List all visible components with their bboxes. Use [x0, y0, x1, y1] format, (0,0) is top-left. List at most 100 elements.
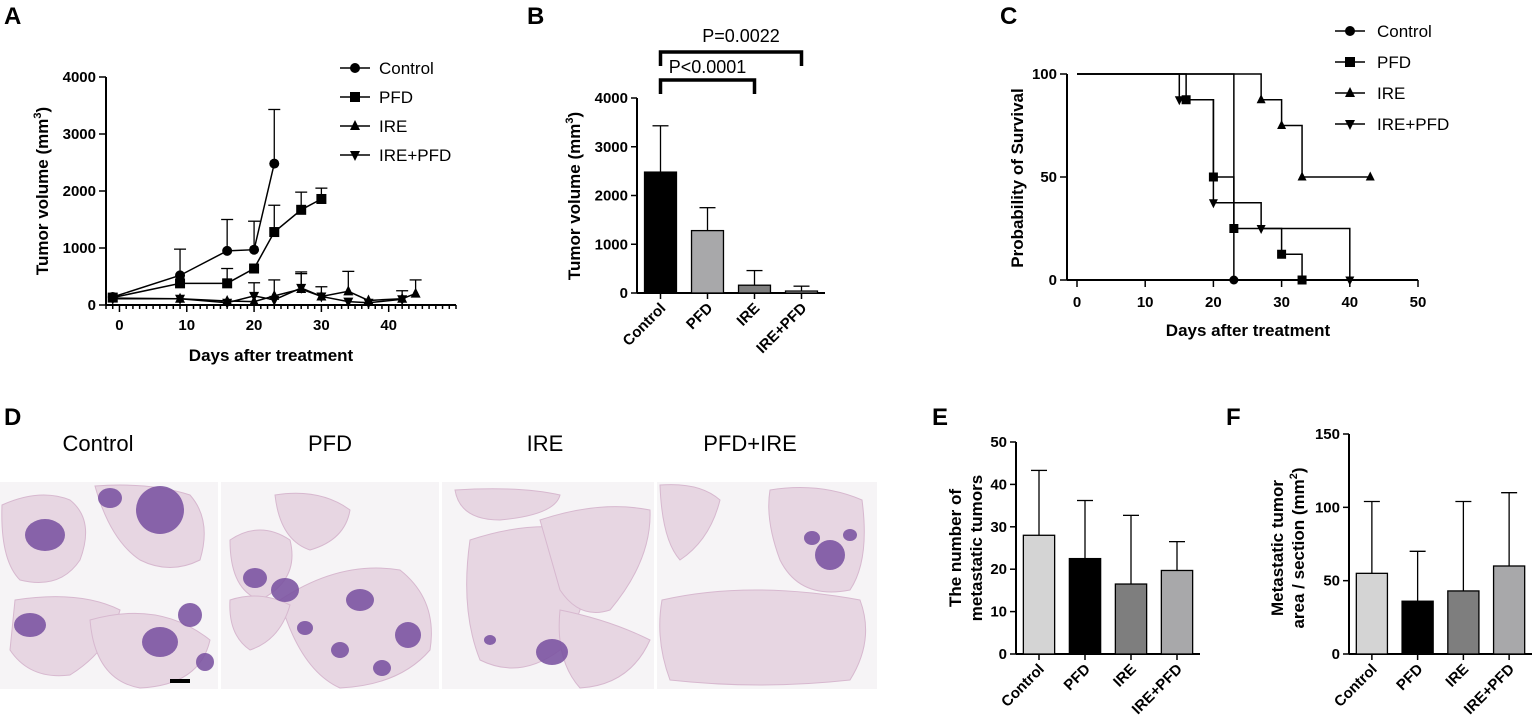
tumor-nodule: [178, 603, 202, 627]
y-tick-label: 50: [1323, 573, 1340, 590]
legend-marker: [350, 120, 360, 130]
y-tick-label: 4000: [63, 69, 96, 86]
lung-lobe: [279, 567, 432, 689]
data-point: [316, 292, 327, 303]
x-tick-label: Control: [1331, 661, 1381, 711]
data-point: [249, 244, 260, 255]
panel-a-tumor-growth-chart: A 0 10 20 30 40 0 1000 2000 3000 4000 Days after tr…: [4, 3, 457, 365]
legend-label: Control: [1377, 22, 1432, 41]
censor-marker: [1208, 199, 1218, 209]
y-tick-label: 30: [990, 519, 1007, 536]
panel-d-histology-images: D Control PFD IRE PFD+IRE: [0, 404, 877, 689]
y-tick-label: 0: [620, 285, 628, 302]
legend: Control PFD IRE IRE+PFD: [1335, 22, 1449, 134]
image-title: PFD+IRE: [703, 431, 797, 456]
bracket-line: [658, 50, 804, 66]
y-tick-label: 3000: [63, 126, 96, 143]
series-pfd: [1077, 73, 1307, 285]
panel-letter-e: E: [932, 404, 948, 431]
censor-marker: [1229, 275, 1239, 285]
significance-bracket-ire-pfd: P=0.0022: [658, 26, 804, 66]
tumor-nodule: [142, 627, 178, 657]
data-point: [222, 278, 233, 289]
censor-marker: [1174, 96, 1184, 106]
legend-marker: [350, 151, 360, 161]
data-point: [175, 270, 186, 281]
data-point: [397, 295, 408, 306]
y-tick-label: 4000: [595, 90, 628, 107]
x-axis-title: Days after treatment: [1166, 321, 1331, 340]
survival-step-line: [1077, 73, 1371, 178]
y-tick-label: 0: [1332, 646, 1340, 663]
bar-ire: [1447, 590, 1480, 655]
tumor-nodule: [536, 639, 568, 665]
data-point: [249, 263, 260, 274]
x-tick-label: Control: [998, 661, 1048, 711]
panel-letter-f: F: [1226, 404, 1241, 431]
tumor-nodule: [14, 613, 46, 637]
data-point: [363, 298, 374, 309]
image-title: PFD: [308, 431, 352, 456]
x-tick-label: 20: [1205, 294, 1222, 311]
panel-letter-a: A: [4, 3, 21, 30]
y-tick-label: 1000: [595, 236, 628, 253]
y-axis-title: Tumor volume (mm3): [32, 107, 52, 275]
bracket-line: [658, 78, 757, 94]
lung-lobe: [274, 492, 351, 551]
p-value-label: P<0.0001: [669, 57, 747, 77]
series-pfd: [107, 187, 328, 303]
panel-letter-c: C: [1000, 3, 1017, 30]
series-ire-pfd: [107, 272, 408, 309]
y-axis-title: Tumor volume (mm3): [564, 112, 584, 280]
data-point: [269, 158, 280, 169]
tumor-nodule: [136, 486, 184, 534]
x-tick-label: IRE: [1110, 661, 1140, 691]
p-value-label: P=0.0022: [702, 26, 780, 46]
data-point: [316, 193, 327, 204]
x-tick-label: 30: [1273, 294, 1290, 311]
censor-marker: [1277, 120, 1287, 129]
data-point: [107, 294, 118, 305]
tumor-nodule: [271, 578, 299, 602]
data-point: [222, 298, 233, 309]
lung-lobe: [659, 484, 721, 561]
legend: Control PFD IRE IRE+PFD: [340, 59, 451, 165]
tumor-nodule: [297, 621, 313, 635]
data-point: [343, 297, 354, 308]
bar-control: [1022, 534, 1056, 655]
x-tick-label: 0: [1073, 294, 1081, 311]
x-tick-label: IRE+PFD: [753, 300, 810, 357]
y-tick-label: 150: [1315, 426, 1340, 443]
y-axis-title: The number of metastatic tumors: [946, 475, 986, 621]
y-tick-label: 100: [1032, 66, 1057, 83]
legend-marker: [1345, 26, 1355, 36]
tumor-nodule: [804, 531, 820, 545]
censor-marker: [1229, 224, 1239, 233]
y-tick-label: 0: [88, 297, 96, 314]
bar-ire-pfd: [1492, 565, 1526, 655]
series-line: [112, 198, 322, 299]
x-tick-label: IRE+PFD: [1129, 661, 1186, 718]
tumor-nodule: [243, 568, 267, 588]
bar-ire-pfd: [1160, 569, 1194, 655]
x-tick-label: PFD: [683, 300, 716, 333]
x-tick-label: Control: [620, 300, 670, 350]
lung-lobe: [229, 595, 291, 651]
survival-step-line: [1077, 73, 1303, 280]
tumor-nodule: [373, 660, 391, 676]
series-ire: [1077, 73, 1375, 181]
y-tick-label: 1000: [63, 240, 96, 257]
legend-marker: [350, 92, 360, 102]
legend-marker: [350, 63, 360, 73]
data-point: [269, 227, 280, 238]
x-tick-label: IRE+PFD: [1461, 661, 1518, 718]
censor-marker: [1365, 171, 1375, 181]
legend-label: IRE+PFD: [379, 146, 451, 165]
bar-pfd: [1401, 600, 1434, 655]
tumor-nodule: [25, 519, 65, 551]
y-tick-label: 50: [990, 434, 1007, 451]
censor-marker: [1256, 94, 1266, 104]
